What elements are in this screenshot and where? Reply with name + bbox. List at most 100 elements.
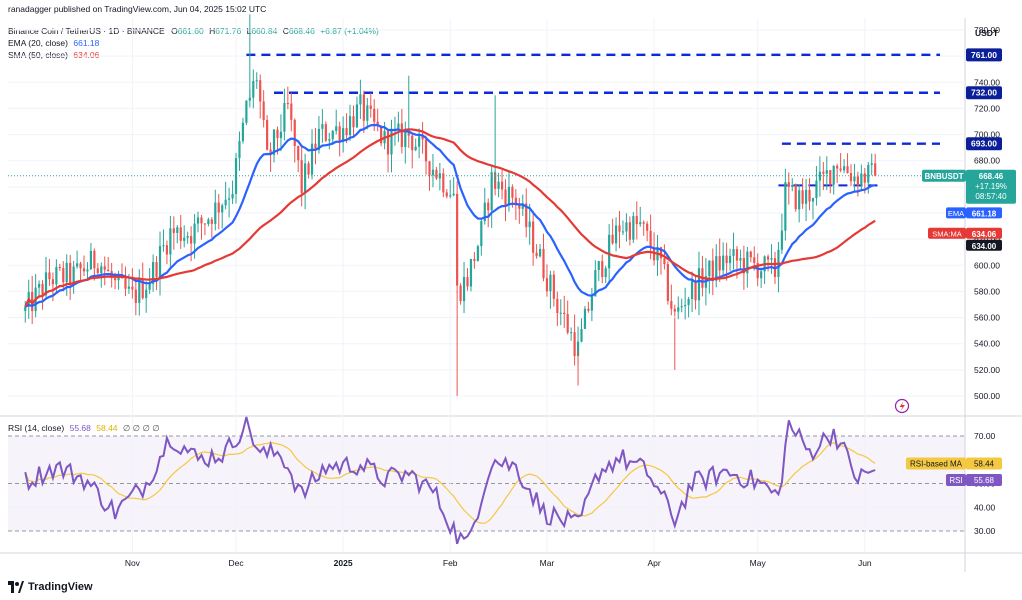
- candle-body: [297, 145, 300, 161]
- rsi-ma-value-text: 58.44: [974, 459, 995, 468]
- candle-body: [55, 266, 58, 285]
- level-badge-label: 732.00: [971, 88, 997, 98]
- price-tick-label: 700.00: [974, 130, 1000, 140]
- candle-body: [791, 184, 794, 187]
- time-tick-label: Dec: [228, 558, 244, 568]
- candle-body: [628, 222, 631, 240]
- ohlc-high: 671.76: [215, 26, 242, 36]
- candle-body: [186, 236, 189, 238]
- candle-body: [431, 169, 435, 176]
- candle-body: [328, 139, 331, 141]
- candle-body: [445, 192, 448, 197]
- candle-body: [614, 225, 618, 244]
- rsi-tag: [946, 474, 966, 487]
- candle-body: [266, 119, 269, 150]
- ema-value-badge-text: 661.18: [972, 209, 997, 218]
- candle-body: [51, 279, 55, 285]
- candle-body: [663, 258, 666, 265]
- candle-body: [100, 266, 103, 273]
- candle-body: [532, 221, 535, 253]
- candle-body: [690, 280, 694, 299]
- rsi-ma-tag-text: RSI-based MA: [910, 459, 963, 468]
- rsi-tag-text: RSI: [949, 476, 962, 485]
- candle-body: [659, 247, 663, 259]
- candle-body: [96, 268, 99, 273]
- candle-body: [162, 245, 165, 247]
- ohlc-high-label: H: [209, 26, 216, 36]
- candle-body: [62, 268, 65, 283]
- candle-body: [304, 163, 307, 193]
- candle-body: [286, 103, 289, 105]
- candle-body: [542, 248, 545, 279]
- symbol-badge: [922, 169, 966, 182]
- candle-body: [459, 285, 462, 302]
- rsi-ma-tag: [906, 457, 966, 470]
- candle-body: [169, 228, 172, 255]
- candle-body: [214, 202, 217, 224]
- candle-body: [694, 280, 697, 301]
- candle-body: [241, 122, 245, 142]
- candle-body: [86, 269, 89, 272]
- candle-body: [673, 308, 676, 312]
- candle-body: [718, 256, 721, 271]
- candle-body: [784, 182, 787, 231]
- candle-body: [228, 198, 231, 200]
- ema-legend[interactable]: EMA (20, close) 661.18: [8, 38, 99, 49]
- tradingview-logo-icon: [8, 581, 24, 593]
- candle-body: [867, 164, 870, 183]
- candle-body: [621, 231, 625, 233]
- candle-body: [766, 256, 770, 260]
- lightning-icon[interactable]: [894, 398, 910, 414]
- time-axis[interactable]: Nov Dec 2025 Feb Mar Apr May Jun: [125, 558, 872, 568]
- price-tick-label: 680.00: [974, 156, 1000, 166]
- candle-body: [179, 227, 182, 241]
- candle-body: [456, 193, 459, 286]
- price-tick-label: 520.00: [974, 365, 1000, 375]
- candle-body: [860, 173, 863, 186]
- candle-body: [625, 222, 628, 232]
- candle-body: [293, 119, 296, 146]
- candle-body: [138, 279, 141, 303]
- symbol-title[interactable]: Binance Coin / TetherUS · 1D · BINANCE: [8, 26, 165, 36]
- candle-body: [335, 126, 338, 131]
- tradingview-brand[interactable]: TradingView: [8, 581, 93, 593]
- ohlc-low: 660.84: [251, 26, 278, 36]
- candle-body: [863, 173, 866, 183]
- sma-tag-text: SMA:MA: [932, 229, 962, 238]
- price-tick-label: 600.00: [974, 260, 1000, 270]
- price-tick-label: 560.00: [974, 313, 1000, 323]
- candle-body: [342, 128, 345, 143]
- candle-body: [642, 222, 645, 224]
- candle-body: [442, 173, 445, 193]
- candle-body: [418, 136, 421, 147]
- candle-body: [473, 259, 476, 261]
- candle-body: [424, 139, 428, 162]
- candle-body: [103, 266, 106, 270]
- rsi-legend[interactable]: RSI (14, close) 55.68 58.44 ∅ ∅ ∅ ∅: [8, 423, 160, 434]
- candle-body: [576, 341, 580, 357]
- candle-body: [753, 257, 756, 263]
- candle-body: [511, 186, 514, 198]
- candle-body: [490, 172, 493, 211]
- candle-body: [587, 308, 590, 311]
- price-badges: BNBUSDT 668.46+17.19%08:57:40 EMA 661.18 SMA…: [906, 169, 1016, 487]
- candle-body: [107, 269, 110, 272]
- candle-body: [825, 170, 828, 174]
- candle-body: [639, 222, 642, 225]
- candle-body: [331, 130, 334, 140]
- symbol-legend-row[interactable]: Binance Coin / TetherUS · 1D · BINANCE O…: [8, 26, 379, 37]
- candles: [24, 14, 877, 396]
- sma-legend-value: 634.06: [73, 50, 100, 60]
- candle-body: [279, 131, 283, 139]
- rsi-legend-value: 55.68: [69, 423, 91, 433]
- candle-body: [680, 306, 683, 308]
- candle-body: [148, 283, 151, 290]
- candle-body: [190, 236, 193, 244]
- sma-legend[interactable]: SMA (50, close) 634.06: [8, 50, 99, 61]
- ema-value-badge: [966, 207, 1002, 219]
- candle-body: [207, 219, 210, 224]
- ema-tag-text: EMA: [948, 209, 964, 218]
- candle-body: [44, 272, 48, 296]
